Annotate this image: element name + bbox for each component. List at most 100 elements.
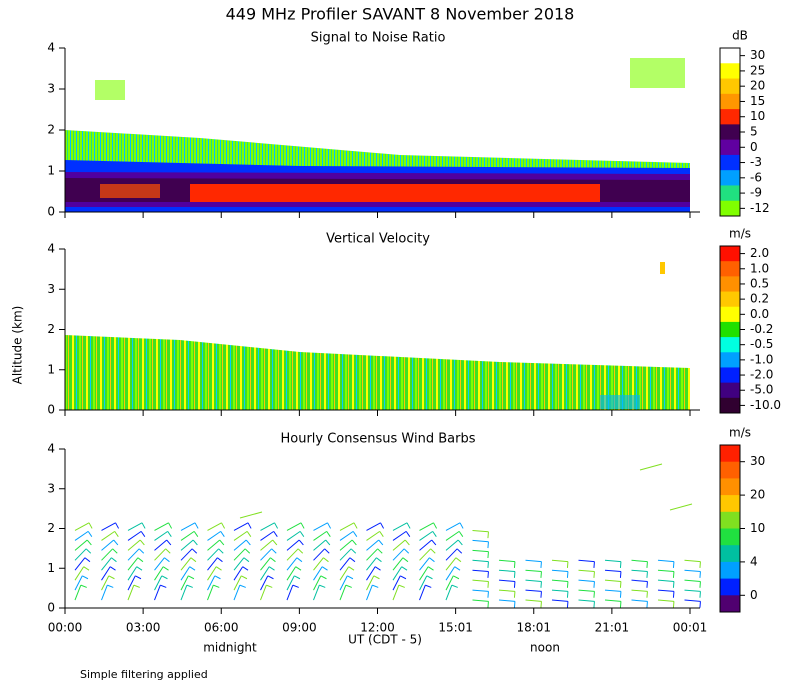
colorbar-label: 4	[750, 554, 758, 568]
barb	[164, 557, 170, 563]
barb	[260, 566, 270, 581]
colorbar-label: -6	[750, 170, 762, 184]
barb	[699, 571, 701, 578]
colorbar-unit: m/s	[729, 426, 751, 440]
barb	[260, 548, 273, 561]
barb	[154, 539, 168, 551]
barb	[445, 557, 457, 571]
barb	[419, 548, 432, 561]
colorbar-label: 30	[750, 48, 765, 62]
barb	[631, 599, 648, 602]
barb	[551, 559, 568, 563]
barb	[472, 549, 489, 553]
barb	[139, 539, 145, 546]
barb	[295, 566, 302, 571]
barb	[699, 581, 701, 588]
barb	[366, 530, 380, 541]
barb	[101, 522, 116, 531]
colorbar-swatch	[720, 185, 740, 202]
barb	[244, 548, 251, 554]
barb	[215, 566, 222, 571]
barb	[456, 548, 463, 554]
barb	[593, 561, 595, 568]
colorbar-label: 0.2	[750, 292, 769, 306]
barb	[525, 589, 542, 592]
colorbar-label: -9	[750, 186, 762, 200]
barb	[445, 566, 456, 581]
barb	[85, 548, 92, 554]
annotation: noon	[530, 641, 560, 655]
barb	[619, 571, 622, 578]
barb	[513, 571, 516, 578]
barb	[398, 584, 405, 588]
barb	[472, 599, 489, 602]
barb	[112, 548, 118, 554]
barb	[233, 522, 249, 531]
colorbar-swatch	[720, 528, 740, 546]
barb	[180, 539, 194, 551]
barb	[114, 531, 119, 537]
barb	[487, 571, 489, 578]
barb	[366, 584, 373, 601]
barb	[127, 548, 140, 561]
colorbar-swatch	[720, 321, 740, 338]
snr-field	[65, 58, 690, 212]
barb	[339, 575, 348, 591]
barb	[82, 575, 89, 580]
colorbar-swatch	[720, 545, 740, 563]
x-tick-label: 06:00	[204, 621, 239, 635]
barb	[180, 530, 195, 541]
barb	[192, 539, 198, 546]
barb	[487, 581, 489, 588]
barb	[348, 566, 355, 571]
barb	[101, 557, 112, 571]
barb	[604, 569, 621, 573]
barb	[160, 584, 167, 588]
barb	[247, 522, 252, 529]
colorbar-swatch	[720, 495, 740, 513]
barb	[377, 548, 383, 554]
barb	[154, 575, 163, 591]
colorbar-label: 2.0	[750, 246, 769, 260]
barb	[266, 584, 273, 588]
x-tick-label: 09:00	[282, 621, 317, 635]
barb	[141, 522, 146, 529]
barb	[593, 591, 595, 598]
barb	[243, 557, 250, 563]
barb	[300, 522, 305, 529]
barb	[260, 522, 275, 531]
colorbar-swatch	[720, 397, 740, 414]
barb	[138, 548, 145, 554]
colorbar-label: 10	[750, 109, 765, 123]
annotation: midnight	[203, 641, 257, 655]
barb	[433, 522, 438, 529]
barb	[127, 575, 136, 591]
barb	[445, 539, 459, 551]
colorbar-swatch	[720, 382, 740, 399]
panel-title: Vertical Velocity	[326, 232, 430, 247]
barb	[525, 559, 542, 563]
barb	[366, 557, 377, 571]
barb	[127, 530, 142, 541]
y-tick-label: 3	[47, 82, 55, 96]
barb	[453, 575, 460, 580]
barb	[74, 575, 83, 591]
barb	[513, 561, 516, 568]
barb	[578, 569, 595, 573]
barb	[74, 522, 90, 531]
barb	[353, 522, 358, 529]
barb	[339, 530, 354, 541]
barb	[604, 599, 621, 602]
barb	[578, 589, 595, 592]
barb	[631, 569, 648, 573]
barb	[366, 566, 376, 581]
barb	[286, 575, 295, 591]
barb	[540, 581, 542, 588]
barb	[684, 599, 701, 602]
barb	[347, 575, 354, 580]
barb	[193, 531, 199, 537]
barb	[540, 571, 542, 578]
colorbar-swatch	[720, 478, 740, 496]
y-tick-label: 2	[47, 521, 55, 535]
chart-title: 449 MHz Profiler SAVANT 8 November 2018	[226, 5, 575, 24]
